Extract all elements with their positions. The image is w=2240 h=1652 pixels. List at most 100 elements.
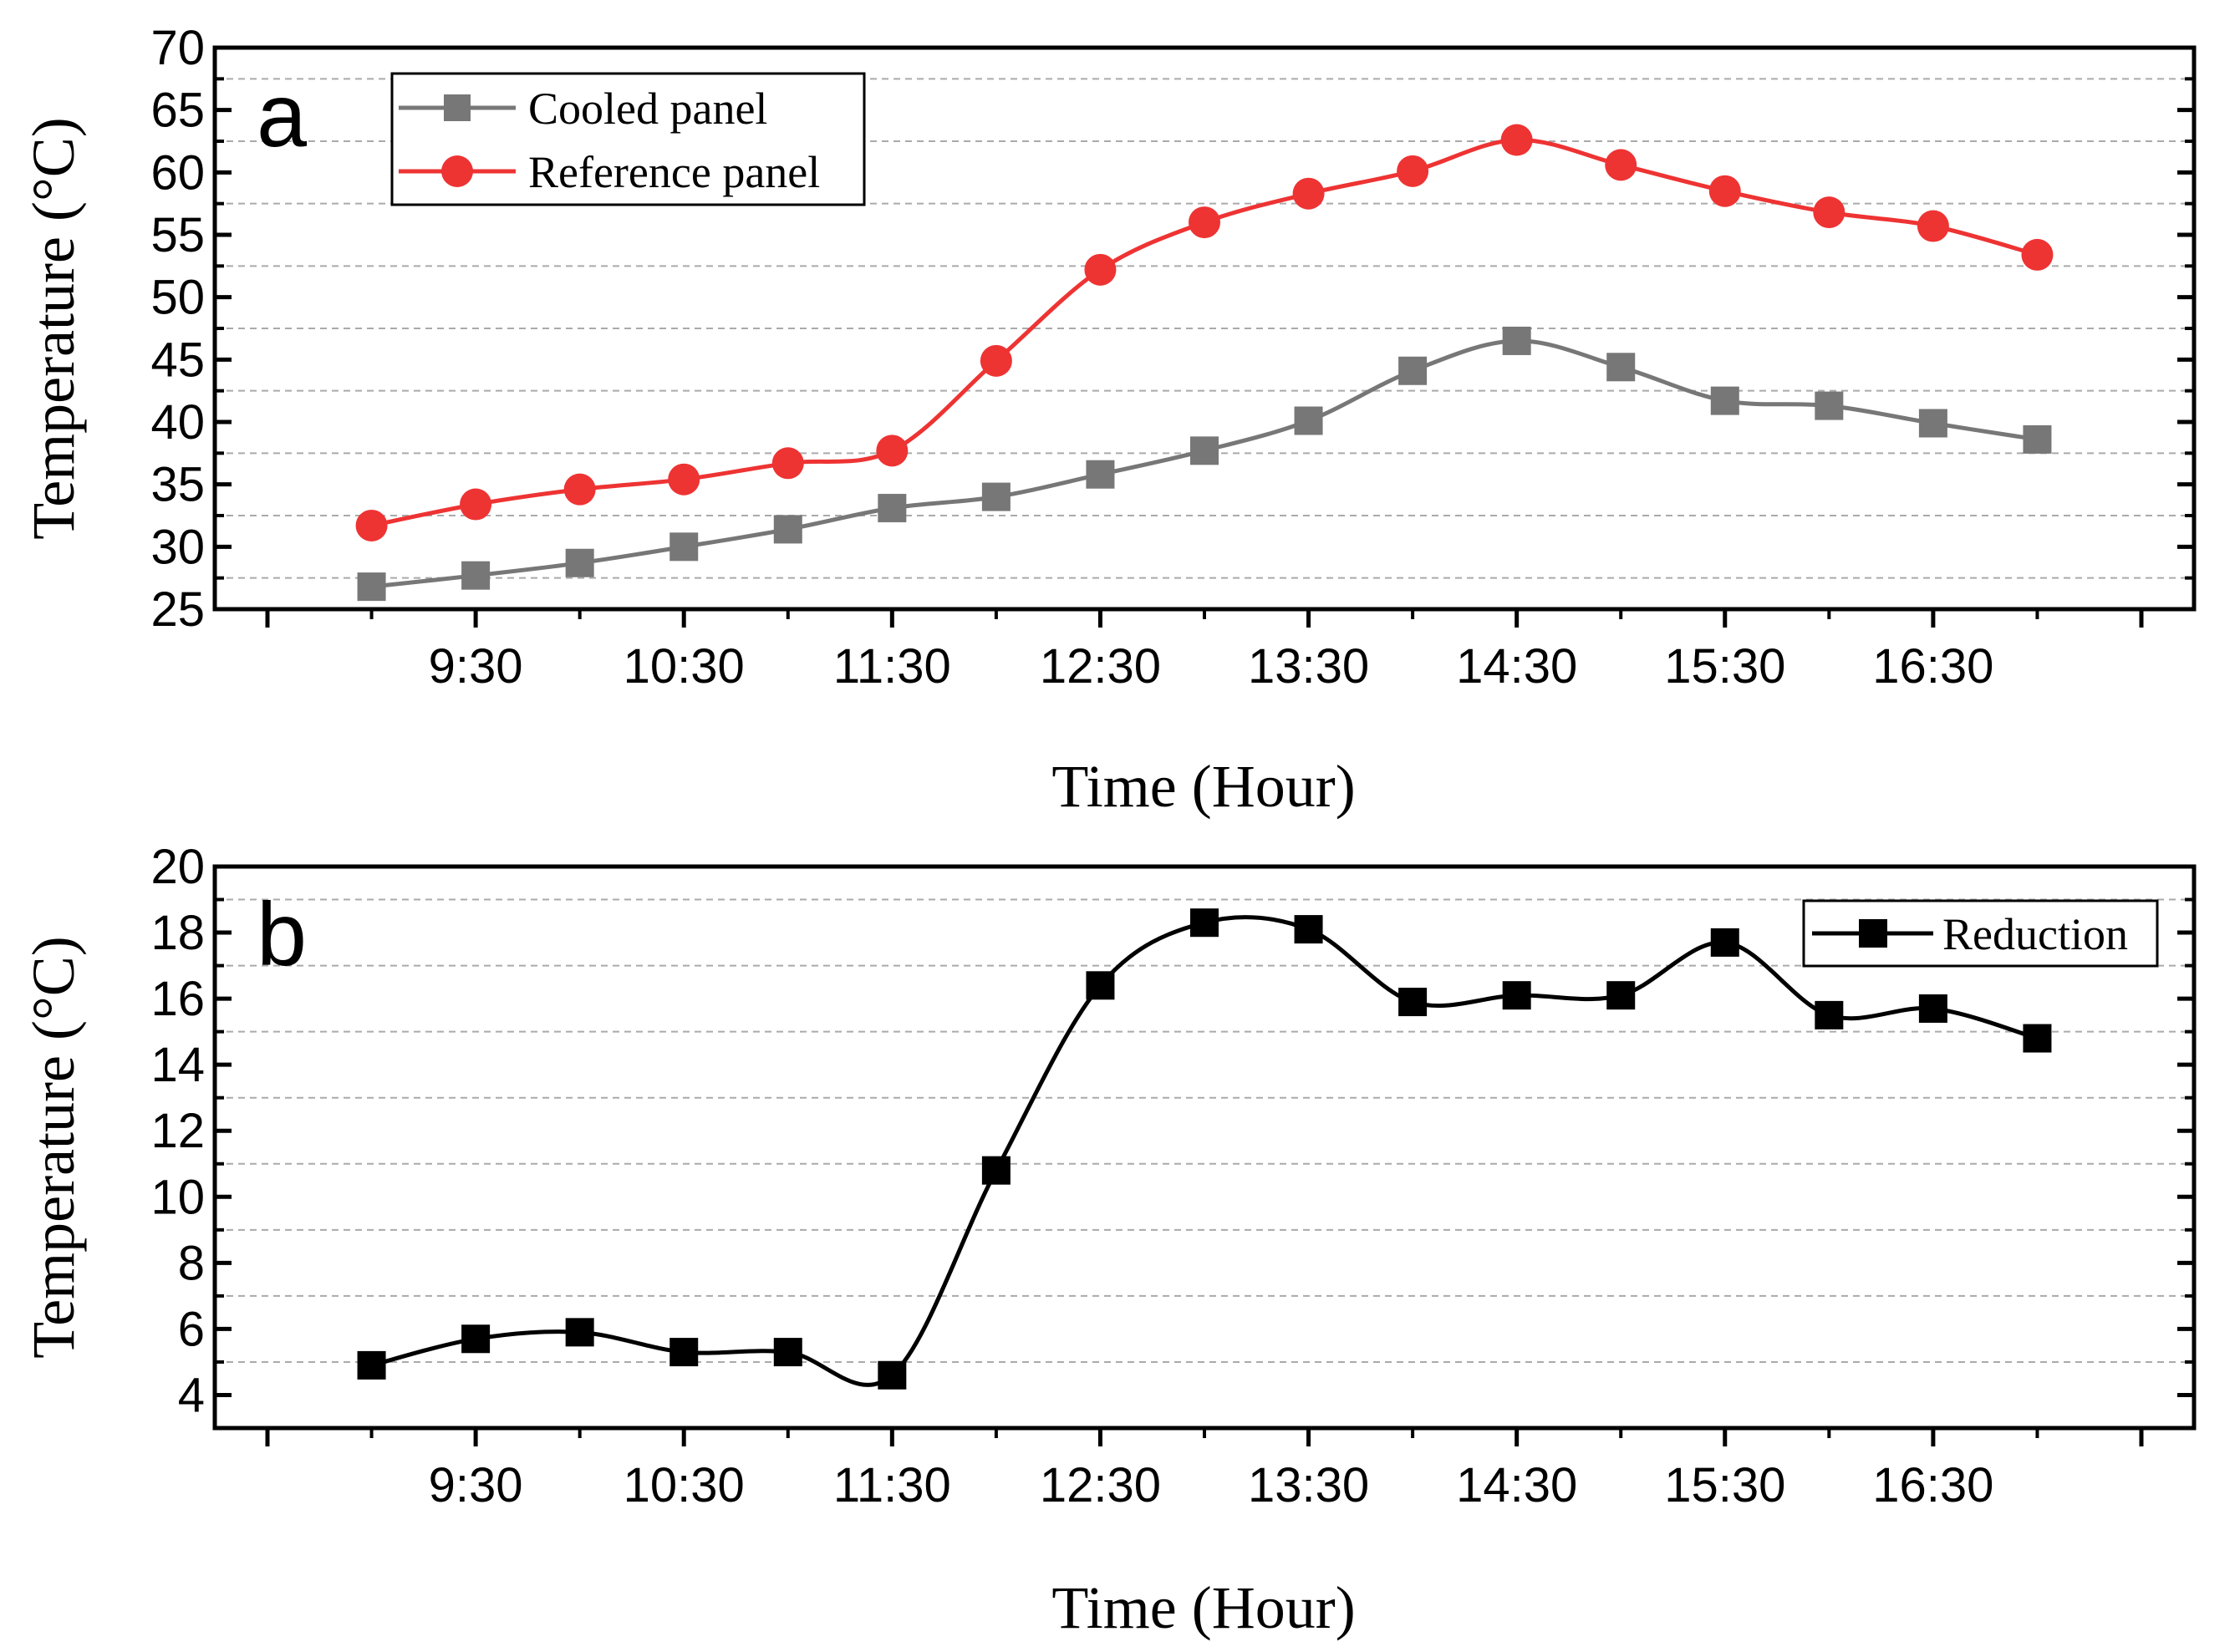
a-legend-label-reference: Reference panel [528,147,820,197]
a-legend-box [390,72,866,206]
a-legend-label-cooled: Cooled panel [528,84,767,134]
x-tick-label: 16:30 [1872,639,1993,694]
cooled-panel-point [1710,386,1739,415]
x-tick-label: 9:30 [429,1458,523,1512]
x-tick-label: 10:30 [624,639,745,694]
reference-panel-point [876,435,909,467]
x-tick-label: 16:30 [1872,1458,1993,1512]
x-tick-label: 12:30 [1040,639,1161,694]
reduction-point [357,1350,386,1380]
reference-panel-point [1189,206,1220,239]
reference-panel-point [771,447,804,480]
reference-panel-point [1605,149,1637,181]
reference-panel-point [1084,253,1117,286]
a-legend: Cooled panel Reference panel [390,72,866,206]
y-tick-label: 55 [150,208,205,262]
reduction-point [1294,915,1323,944]
y-tick-label: 14 [150,1038,205,1092]
reduction-point [1086,971,1115,1000]
y-tick-label: 8 [178,1236,205,1290]
y-tick-label: 30 [150,520,205,574]
x-tick-label: 15:30 [1664,639,1785,694]
cooled-panel-point [981,482,1011,511]
x-tick-label: 14:30 [1456,1458,1577,1512]
b-legend: Reduction [1802,899,2159,968]
y-tick-label: 10 [150,1170,205,1224]
reduction-point [1815,1000,1844,1029]
b-y-tick-labels: 4 6 8 10 12 14 16 18 20 [150,840,205,1422]
reference-panel-point [668,463,700,496]
cooled-panel-point [1606,353,1636,382]
cooled-panel-point [565,548,594,577]
a-y-tick-labels: 25 30 35 40 45 50 55 60 65 70 [150,21,205,637]
y-tick-label: 70 [150,21,205,75]
a-legend-marker-cooled [444,94,471,121]
b-x-axis-title: Time (Hour) [1051,1574,1355,1641]
y-tick-label: 12 [150,1104,205,1158]
y-tick-label: 60 [150,145,205,200]
x-tick-label: 10:30 [624,1458,745,1512]
cooled-panel-point [2023,424,2052,454]
y-tick-label: 20 [150,840,205,894]
reduction-point [1606,981,1636,1010]
a-panel-letter: a [257,64,308,165]
y-tick-label: 16 [150,972,205,1026]
cooled-panel-point [461,561,491,590]
b-legend-label-reduction: Reduction [1942,909,2128,959]
y-tick-label: 18 [150,906,205,960]
a-series [355,124,2054,602]
a-plot-frame [212,45,2197,612]
reference-panel-point [1500,124,1533,156]
y-tick-label: 65 [150,84,205,138]
reduction-point [1502,981,1531,1010]
reference-panel-point [1813,196,1845,229]
x-tick-label: 11:30 [833,1458,951,1512]
reference-panel-point [1917,210,1949,242]
cooled-panel-point [357,572,386,602]
x-tick-label: 9:30 [429,639,523,694]
cooled-panel-point [878,494,907,523]
reduction-point [2023,1024,2052,1053]
reference-panel-point [1292,177,1325,210]
reduction-point [1918,994,1947,1023]
b-plot-frame [212,864,2197,1431]
y-tick-label: 6 [178,1302,205,1356]
reference-panel-point [355,509,388,541]
x-tick-label: 11:30 [833,639,951,694]
reduction-point [565,1318,594,1347]
reduction-point [1190,908,1219,938]
a-y-axis-title: Temperature (°C) [20,117,87,540]
b-series [357,908,2052,1390]
a-x-tick-labels: 9:30 10:30 11:30 12:30 13:30 14:30 15:30 16:30 [429,639,1994,694]
x-tick-label: 12:30 [1040,1458,1161,1512]
reduction-point [878,1360,907,1390]
cooled-panel-point [773,515,802,544]
panel-a: 25 30 35 40 45 50 55 60 65 70 9:30 10:30 11:30 12:30… [20,21,2197,820]
reference-panel-point [460,488,492,521]
b-panel-letter: b [257,883,307,984]
reference-panel-point [2021,238,2054,271]
reduction-point [461,1324,491,1354]
reduction-point [773,1338,802,1367]
y-tick-label: 45 [150,333,205,387]
cooled-panel-point [1918,409,1947,438]
x-tick-label: 13:30 [1248,1458,1369,1512]
cooled-panel-point [1294,406,1323,435]
reduction-line [370,915,2039,1387]
reduction-point [1710,928,1739,957]
y-tick-label: 35 [150,458,205,512]
cooled-panel-point [669,532,699,562]
cooled-panel-point [1502,326,1531,355]
x-tick-label: 14:30 [1456,639,1577,694]
cooled-panel-point [1815,391,1844,420]
x-tick-label: 13:30 [1248,639,1369,694]
x-tick-label: 15:30 [1664,1458,1785,1512]
a-x-axis-title: Time (Hour) [1051,753,1355,820]
reduction-point [669,1338,699,1367]
y-tick-label: 25 [150,582,205,637]
b-x-tick-labels: 9:30 10:30 11:30 12:30 13:30 14:30 15:30 16:30 [429,1458,1994,1512]
reduction-point [1398,988,1428,1017]
reference-panel-point [563,473,596,506]
b-y-axis-title: Temperature (°C) [20,936,87,1359]
